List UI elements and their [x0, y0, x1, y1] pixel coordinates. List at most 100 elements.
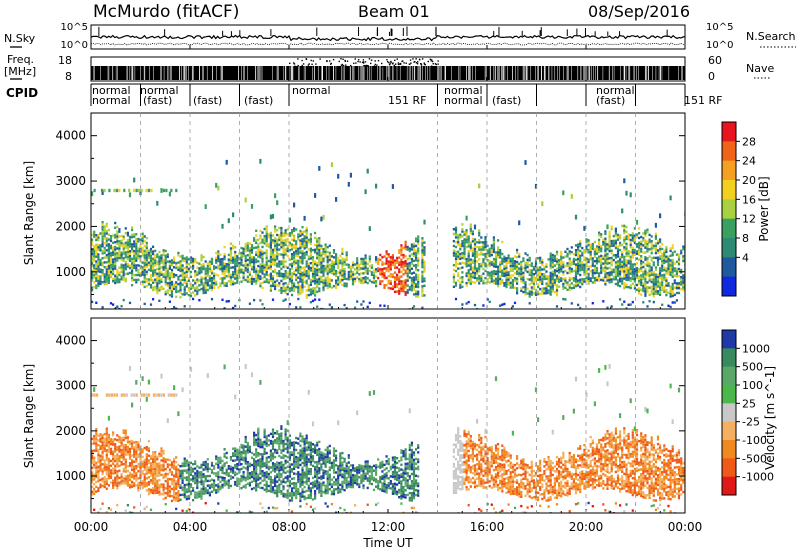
echo-cell [652, 273, 655, 276]
echo-cell [269, 214, 272, 220]
echo-cell [160, 483, 163, 486]
echo-cell [478, 277, 481, 280]
echo-cell [175, 295, 178, 298]
echo-cell [644, 294, 647, 297]
echo-cell [278, 243, 281, 246]
echo-cell [112, 433, 115, 437]
echo-cell [269, 258, 272, 261]
echo-cell [271, 284, 275, 288]
echo-cell [680, 276, 683, 279]
echo-cell [297, 254, 300, 258]
echo-cell [189, 270, 193, 274]
echo-cell [372, 276, 376, 279]
echo-cell [97, 480, 100, 483]
echo-cell [196, 266, 199, 269]
echo-cell [164, 467, 167, 471]
echo-cell [280, 274, 283, 278]
echo-cell [638, 287, 641, 290]
echo-cell [217, 259, 220, 263]
echo-cell [393, 278, 397, 281]
echo-cell [105, 273, 108, 276]
echo-cell [553, 269, 556, 272]
echo-cell [162, 188, 165, 193]
echo-cell [473, 257, 477, 260]
echo-cell [360, 272, 363, 275]
echo-cell [276, 253, 279, 256]
echo-cell [131, 454, 134, 457]
echo-cell [147, 268, 150, 272]
echo-cell [122, 271, 125, 274]
echo-cell [633, 227, 636, 230]
echo-cell [638, 246, 641, 249]
echo-cell [366, 277, 369, 280]
echo-cell [667, 255, 670, 258]
echo-cell [324, 281, 327, 285]
echo-cell [309, 247, 312, 250]
echo-cell [467, 300, 470, 304]
echo-cell [621, 243, 624, 247]
echo-cell [476, 255, 479, 258]
echo-cell [112, 481, 115, 485]
echo-cell [93, 233, 96, 236]
echo-cell [524, 285, 527, 289]
echo-cell [290, 253, 294, 256]
echo-cell [236, 274, 239, 277]
echo-cell [314, 277, 317, 280]
echo-cell [644, 282, 647, 285]
echo-cell [417, 293, 420, 296]
echo-cell [478, 265, 481, 268]
echo-cell [152, 458, 155, 461]
echo-cell [261, 272, 264, 275]
echo-cell [593, 255, 596, 258]
echo-cell [410, 262, 413, 266]
echo-cell [305, 238, 308, 242]
echo-cell [642, 244, 645, 247]
echo-cell [160, 473, 163, 477]
echo-cell [553, 281, 556, 284]
echo-cell [248, 251, 251, 255]
echo-cell [341, 259, 344, 263]
echo-cell [286, 285, 289, 289]
echo-cell [227, 218, 230, 224]
echo-cell [410, 267, 413, 270]
echo-cell [105, 456, 108, 459]
echo-cell [457, 243, 460, 246]
echo-cell [598, 241, 601, 244]
echo-cell [640, 245, 643, 248]
echo-cell [305, 226, 308, 230]
echo-cell [476, 241, 479, 244]
echo-cell [583, 258, 586, 262]
echo-cell [524, 269, 527, 272]
nave-point [398, 63, 401, 65]
echo-cell [250, 244, 254, 247]
echo-cell [528, 295, 531, 298]
echo-cell [93, 492, 96, 495]
echo-cell [366, 168, 369, 174]
echo-cell [101, 453, 104, 456]
echo-cell [126, 243, 129, 247]
echo-cell [465, 241, 468, 244]
echo-cell [318, 289, 321, 293]
echo-cell [271, 255, 275, 259]
echo-cell [101, 467, 104, 471]
echo-cell [541, 275, 544, 278]
echo-cell [301, 252, 304, 255]
echo-cell [126, 469, 129, 473]
echo-cell [454, 231, 458, 234]
echo-cell [242, 278, 245, 282]
echo-cell [116, 280, 119, 284]
echo-cell [656, 256, 660, 259]
echo-cell [122, 278, 125, 282]
echo-cell [476, 250, 479, 254]
echo-cell [158, 272, 161, 275]
echo-cell [545, 270, 548, 273]
echo-cell [623, 229, 626, 232]
echo-cell [137, 486, 140, 490]
echo-cell [162, 466, 165, 470]
echo-cell [564, 265, 567, 268]
echo-cell [621, 277, 624, 280]
echo-cell [248, 256, 251, 260]
echo-cell [661, 269, 664, 272]
echo-cell [311, 272, 315, 276]
echo-cell [410, 253, 413, 256]
